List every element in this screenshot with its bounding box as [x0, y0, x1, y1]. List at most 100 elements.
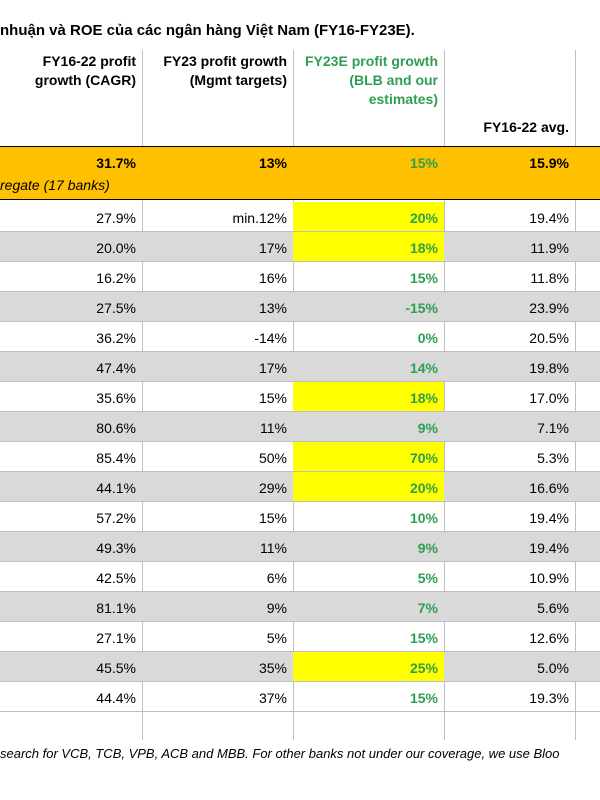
cell-cagr: 80.6%	[96, 420, 136, 436]
table-row: 44.4% 37% 15% 19.3%	[0, 682, 600, 712]
cell-avg: 12.6%	[529, 630, 569, 646]
cell-fy23e: 18%	[293, 232, 444, 261]
table-title: nhuận và ROE của các ngân hàng Việt Nam …	[0, 22, 415, 39]
aggregate-avg: 15.9%	[529, 155, 569, 171]
table-row: 80.6% 11% 9% 7.1%	[0, 412, 600, 442]
cell-fy23-mgmt: 16%	[258, 270, 287, 286]
cell-avg: 19.4%	[529, 540, 569, 556]
table-row: 27.9% min.12% 20% 19.4%	[0, 202, 600, 232]
cell-fy23e: 9%	[417, 540, 438, 556]
header-cagr: FY16-22 profit growth (CAGR)	[34, 53, 136, 88]
cell-cagr: 44.1%	[96, 480, 136, 496]
cell-fy23-mgmt: 15%	[258, 390, 287, 406]
cell-cagr: 42.5%	[96, 570, 136, 586]
cell-fy23-mgmt: 35%	[258, 660, 287, 676]
cell-fy23-mgmt: 17%	[258, 240, 287, 256]
cell-avg: 11.9%	[530, 240, 569, 256]
header-fy23e: FY23E profit growth (BLB and our estimat…	[305, 53, 438, 107]
cell-fy23e: 10%	[409, 510, 438, 526]
cell-fy23-mgmt: 9%	[266, 600, 287, 616]
aggregate-fy23e: 15%	[409, 155, 438, 171]
table-row: 44.1% 29% 20% 16.6%	[0, 472, 600, 502]
cell-cagr: 27.5%	[96, 300, 136, 316]
cell-cagr: 35.6%	[96, 390, 136, 406]
cell-avg: 16.6%	[529, 480, 569, 496]
cell-avg: 5.0%	[537, 660, 569, 676]
cell-avg: 17.0%	[529, 390, 569, 406]
table-row: 27.5% 13% -15% 23.9%	[0, 292, 600, 322]
cell-fy23e: 0%	[417, 330, 438, 346]
cell-fy23e: 9%	[417, 420, 438, 436]
aggregate-label: regate (17 banks)	[0, 177, 110, 193]
aggregate-row: 31.7% 13% 15% 15.9% regate (17 banks)	[0, 146, 600, 200]
cell-fy23e: 20%	[293, 202, 444, 231]
cell-fy23e: 15%	[409, 630, 438, 646]
cell-fy23-mgmt: 13%	[258, 300, 287, 316]
cell-cagr: 85.4%	[96, 450, 136, 466]
cell-cagr: 36.2%	[96, 330, 136, 346]
cell-fy23e: 5%	[417, 570, 438, 586]
cell-fy23e: 7%	[417, 600, 438, 616]
cell-fy23-mgmt: -14%	[254, 330, 287, 346]
cell-fy23-mgmt: 37%	[258, 690, 287, 706]
cell-cagr: 20.0%	[96, 240, 136, 256]
cell-cagr: 27.9%	[96, 210, 136, 226]
cell-cagr: 16.2%	[96, 270, 136, 286]
cell-avg: 11.8%	[530, 270, 569, 286]
cell-fy23-mgmt: 50%	[258, 450, 287, 466]
cell-fy23e: 14%	[409, 360, 438, 376]
cell-avg: 19.8%	[529, 360, 569, 376]
cell-fy23-mgmt: 11%	[260, 540, 287, 556]
column-divider	[444, 50, 445, 740]
cell-cagr: 27.1%	[96, 630, 136, 646]
header-avg: FY16-22 avg.	[483, 119, 569, 135]
cell-fy23-mgmt: 29%	[258, 480, 287, 496]
cell-cagr: 81.1%	[96, 600, 136, 616]
cell-fy23e: 20%	[293, 472, 444, 501]
cell-fy23-mgmt: 6%	[266, 570, 287, 586]
table-row: 47.4% 17% 14% 19.8%	[0, 352, 600, 382]
cell-cagr: 47.4%	[96, 360, 136, 376]
cell-fy23-mgmt: 11%	[260, 420, 287, 436]
cell-avg: 5.6%	[537, 600, 569, 616]
table-row: 35.6% 15% 18% 17.0%	[0, 382, 600, 412]
table-row: 16.2% 16% 15% 11.8%	[0, 262, 600, 292]
cell-cagr: 45.5%	[96, 660, 136, 676]
cell-avg: 19.4%	[529, 510, 569, 526]
header-fy23-mgmt: FY23 profit growth (Mgmt targets)	[163, 53, 287, 88]
cell-avg: 5.3%	[537, 450, 569, 466]
cell-avg: 20.5%	[529, 330, 569, 346]
cell-cagr: 49.3%	[96, 540, 136, 556]
column-divider	[575, 50, 576, 740]
cell-fy23-mgmt: 5%	[266, 630, 287, 646]
table-row: 57.2% 15% 10% 19.4%	[0, 502, 600, 532]
table-row: 85.4% 50% 70% 5.3%	[0, 442, 600, 472]
cell-fy23e: 70%	[293, 442, 444, 471]
cell-fy23e: 15%	[409, 690, 438, 706]
aggregate-cagr: 31.7%	[96, 155, 136, 171]
cell-avg: 10.9%	[529, 570, 569, 586]
cell-fy23e: 25%	[293, 652, 444, 681]
cell-cagr: 44.4%	[96, 690, 136, 706]
table-row: 49.3% 11% 9% 19.4%	[0, 532, 600, 562]
table-row: 27.1% 5% 15% 12.6%	[0, 622, 600, 652]
cell-fy23-mgmt: min.12%	[232, 210, 287, 226]
table-row: 20.0% 17% 18% 11.9%	[0, 232, 600, 262]
cell-avg: 7.1%	[537, 420, 569, 436]
cell-avg: 19.4%	[529, 210, 569, 226]
cell-avg: 19.3%	[529, 690, 569, 706]
cell-fy23e: -15%	[405, 300, 438, 316]
table-row: 36.2% -14% 0% 20.5%	[0, 322, 600, 352]
table-row: 81.1% 9% 7% 5.6%	[0, 592, 600, 622]
table-row: 45.5% 35% 25% 5.0%	[0, 652, 600, 682]
column-divider	[142, 50, 143, 740]
cell-fy23-mgmt: 15%	[258, 510, 287, 526]
aggregate-fy23-mgmt: 13%	[258, 155, 287, 171]
cell-fy23e: 15%	[409, 270, 438, 286]
cell-fy23e: 18%	[293, 382, 444, 411]
cell-cagr: 57.2%	[96, 510, 136, 526]
footnote: search for VCB, TCB, VPB, ACB and MBB. F…	[0, 746, 560, 761]
cell-fy23-mgmt: 17%	[258, 360, 287, 376]
table-row: 42.5% 6% 5% 10.9%	[0, 562, 600, 592]
cell-avg: 23.9%	[529, 300, 569, 316]
